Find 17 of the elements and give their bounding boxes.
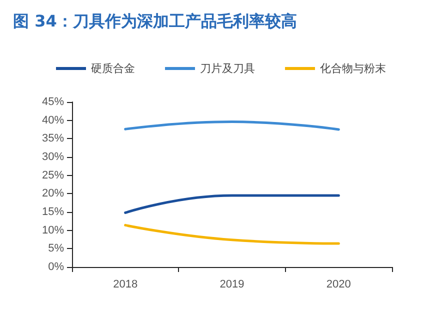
x-tick-label: 2018 — [113, 278, 138, 290]
chart-title: 图 34：刀具作为深加工产品毛利率较高 — [13, 12, 297, 30]
y-tick-label: 20% — [42, 188, 64, 200]
legend-label: 硬质合金 — [91, 62, 135, 75]
x-tick-label: 2019 — [220, 278, 244, 290]
y-tick-label: 40% — [42, 114, 64, 126]
y-tick-label: 45% — [42, 96, 64, 108]
legend-label: 刀片及刀具 — [200, 62, 255, 75]
x-tick-label: 2020 — [326, 278, 351, 290]
y-tick-label: 0% — [48, 261, 64, 273]
y-tick-label: 35% — [42, 132, 64, 145]
legend-label: 化合物与粉末 — [320, 62, 386, 75]
y-tick-label: 25% — [42, 169, 64, 182]
y-tick-label: 10% — [42, 224, 64, 236]
y-tick-label: 15% — [42, 206, 64, 218]
y-tick-label: 5% — [48, 242, 64, 255]
y-tick-label: 30% — [42, 151, 64, 163]
